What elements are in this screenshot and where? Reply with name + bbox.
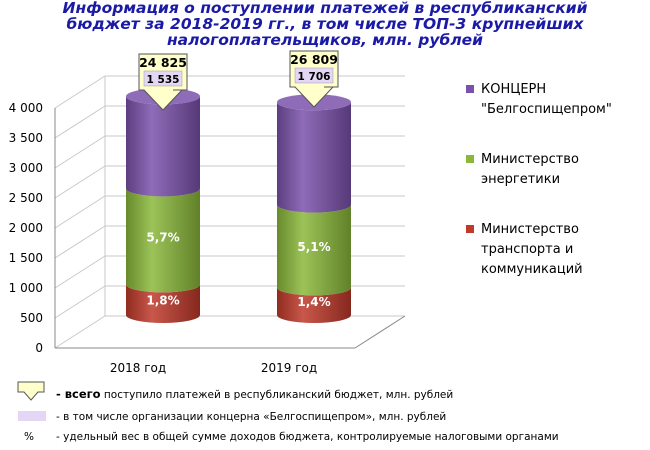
bar-segment: [277, 287, 351, 323]
legend-label: транспорта и: [481, 242, 573, 257]
x-tick-label: 2019 год: [261, 361, 317, 375]
notes-symbols: [17, 381, 46, 421]
total-value: 24 825: [139, 55, 187, 70]
gridline-side: [54, 75, 106, 109]
y-tick-label: 4 000: [9, 101, 43, 115]
y-tick-label: 3 000: [9, 161, 43, 175]
axes: 0 500 1 000 1 500 2 000 2 500 3 000 3 500 4 000 2…: [9, 76, 406, 375]
note-total-bold: - всего: [56, 387, 101, 401]
note-percent: - удельный вес в общей сумме доходов бюд…: [56, 431, 559, 443]
y-tick-label: 0: [35, 341, 43, 355]
concern-value-box: [143, 70, 183, 87]
legend-swatch: [466, 85, 474, 93]
bar-segment: [126, 284, 200, 323]
note-total-text: поступило платежей в республиканский бюд…: [100, 389, 454, 401]
total-value: 26 809: [290, 52, 338, 67]
data-label: 1,4%: [297, 295, 330, 309]
concern-value: 1 535: [147, 74, 180, 86]
y-tick-label: 1 000: [9, 281, 43, 295]
bar-segment: [277, 204, 351, 296]
gridline-side: [54, 165, 106, 199]
legend: КОНЦЕРН "Белгоспищепром" Министерство энерг…: [466, 82, 612, 277]
note-arrow-symbol: [17, 381, 45, 401]
data-labels: 1,8% 5,7% 1,4% 5,1%: [146, 230, 330, 309]
gridline-side: [54, 225, 106, 259]
note-total: - всего поступило платежей в республикан…: [56, 387, 453, 401]
legend-label: "Белгоспищепром": [481, 102, 612, 117]
x-tick-label: 2018 год: [110, 361, 166, 375]
legend-swatch: [466, 225, 474, 233]
data-label: 5,7%: [146, 230, 179, 244]
y-tick-label: 3 500: [9, 131, 43, 145]
bar-segment: [126, 188, 200, 293]
title-line-1: Информация о поступлении платежей в респ…: [62, 0, 588, 17]
y-tick-label: 2 000: [9, 221, 43, 235]
data-label: 5,1%: [297, 240, 330, 254]
gridline-side: [54, 135, 106, 169]
concern-value: 1 706: [298, 71, 331, 83]
gridline-side: [54, 195, 106, 229]
floor-right-edge: [354, 315, 406, 349]
gridline-side: [54, 255, 106, 289]
legend-label: КОНЦЕРН: [481, 82, 546, 97]
legend-swatch: [466, 155, 474, 163]
legend-label: Министерство: [481, 222, 579, 237]
bars: [126, 88, 351, 323]
title-line-3: налогоплательщиков, млн. рублей: [166, 31, 484, 49]
legend-label: энергетики: [481, 172, 560, 187]
gridline-side: [54, 105, 106, 139]
legend-label: коммуникаций: [481, 262, 583, 277]
y-tick-label: 2 500: [9, 191, 43, 205]
bar-segment: [126, 96, 200, 197]
legend-label: Министерство: [481, 152, 579, 167]
chart-title: Информация о поступлении платежей в респ…: [0, 0, 650, 48]
y-tick-label: 1 500: [9, 251, 43, 265]
y-tick-label: 500: [20, 311, 43, 325]
gridline-side: [54, 315, 106, 349]
data-label: 1,8%: [146, 294, 179, 308]
note-box-symbol: [18, 411, 46, 421]
grid: [54, 75, 405, 349]
title-line-2: бюджет за 2018-2019 гг., в том числе ТОП…: [66, 15, 584, 33]
note-percent-symbol: %: [24, 431, 34, 443]
concern-value-box: [294, 67, 334, 84]
note-concern: - в том числе организации концерна «Белг…: [56, 411, 447, 423]
bar-segment: [277, 102, 351, 213]
total-callouts: 24 825 1 535 26 809 1 706: [138, 50, 339, 111]
gridline-side: [54, 285, 106, 319]
